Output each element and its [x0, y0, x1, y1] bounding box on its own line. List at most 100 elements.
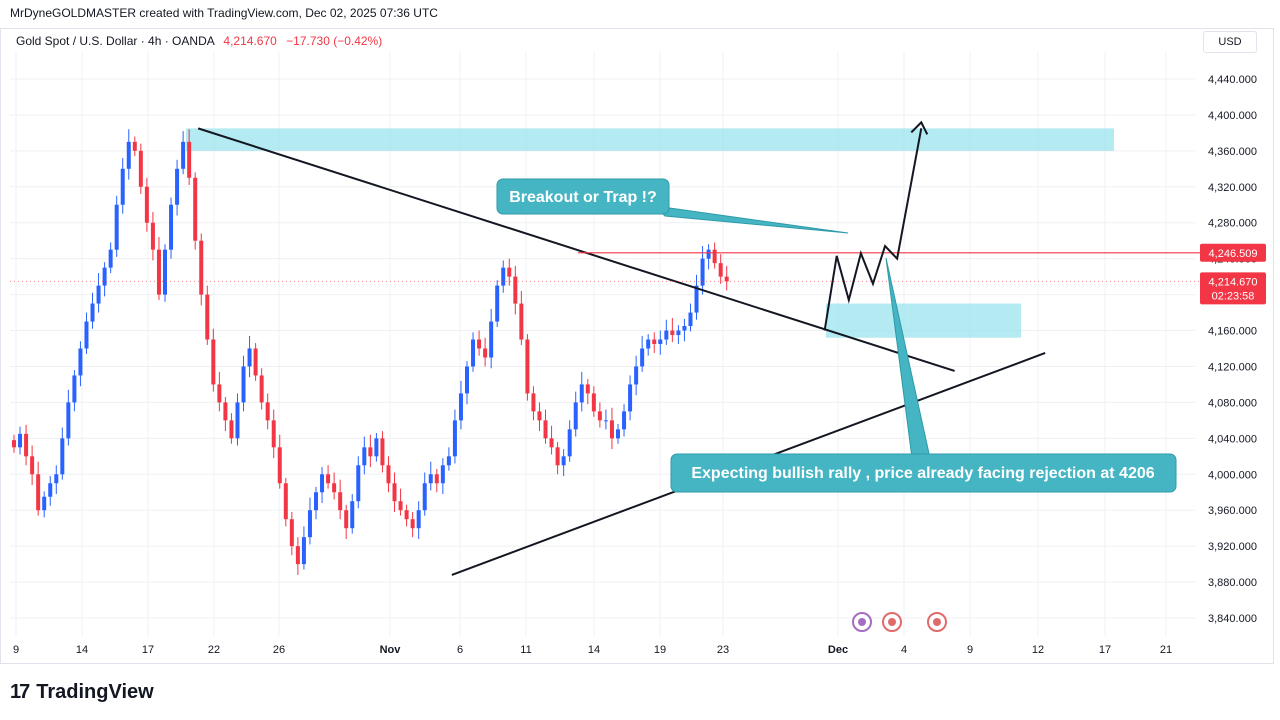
candle-body: [126, 141, 131, 169]
y-tick-label: 4,040.000: [1208, 433, 1257, 445]
candle-body: [241, 366, 246, 403]
candle-body: [458, 393, 463, 421]
x-tick-label: 14: [588, 644, 600, 656]
candle-body: [471, 339, 476, 367]
callout-top-pointer: [653, 205, 849, 234]
candle-body: [175, 168, 180, 205]
candle-body: [205, 294, 210, 340]
candle-body: [54, 474, 59, 484]
candle-body: [132, 141, 137, 151]
candle-body: [193, 177, 198, 241]
candle-body: [144, 186, 149, 223]
callout-top-text: Breakout or Trap !?: [509, 189, 657, 206]
x-tick-label: 12: [1032, 644, 1044, 656]
candle-body: [271, 420, 276, 448]
x-tick-label: 9: [13, 644, 19, 656]
candle-body: [664, 330, 669, 340]
event-icon-dot: [858, 618, 866, 626]
candle-body: [640, 348, 645, 367]
candle-body: [78, 348, 83, 376]
candle-body: [579, 384, 584, 403]
candle-body: [452, 420, 457, 457]
candle-body: [489, 321, 494, 358]
descending-trendline: [197, 127, 955, 372]
event-icon-dot: [933, 618, 941, 626]
candle-body: [326, 474, 331, 484]
candle-body: [507, 267, 512, 277]
x-tick-label: 26: [273, 644, 285, 656]
tradingview-logo[interactable]: 17 TradingView: [10, 681, 154, 704]
y-tick-label: 4,080.000: [1208, 397, 1257, 409]
symbol-legend[interactable]: Gold Spot / U.S. Dollar · 4h · OANDA 4,2…: [16, 34, 382, 48]
candle-body: [24, 433, 29, 457]
candle-body: [138, 150, 143, 187]
candle-body: [247, 348, 252, 367]
candle-body: [350, 501, 355, 529]
y-tick-label: 4,280.000: [1208, 218, 1257, 230]
chart-credit: MrDyneGOLDMASTER created with TradingVie…: [10, 6, 438, 20]
candle-body: [682, 326, 687, 331]
candle-body: [622, 411, 627, 430]
candle-body: [295, 546, 300, 565]
candle-body: [163, 249, 167, 295]
candle-body: [12, 440, 16, 448]
currency-button[interactable]: USD: [1203, 31, 1257, 53]
candle-body: [531, 393, 536, 412]
candle-body: [465, 366, 469, 394]
candle-body: [356, 465, 361, 502]
candle-body: [156, 249, 161, 295]
candle-body: [277, 447, 282, 484]
candle-body: [338, 492, 343, 511]
symbol-name: Gold Spot / U.S. Dollar · 4h · OANDA: [16, 34, 215, 48]
candle-body: [362, 447, 367, 466]
x-tick-label: 14: [76, 644, 88, 656]
candle-body: [567, 429, 572, 457]
y-tick-label: 4,160.000: [1208, 326, 1257, 338]
candle-body: [410, 519, 415, 529]
candle-body: [422, 483, 427, 511]
candle-body: [18, 433, 23, 448]
candle-body: [525, 339, 530, 394]
candle-body: [386, 465, 391, 484]
y-tick-label: 4,360.000: [1208, 146, 1257, 158]
y-tick-label: 4,000.000: [1208, 469, 1257, 481]
x-tick-label: 4: [901, 644, 907, 656]
candle-body: [307, 510, 312, 538]
candle-body: [320, 474, 325, 493]
chart-frame: [0, 28, 1274, 664]
candle-body: [114, 204, 119, 250]
candle-body: [235, 402, 240, 439]
x-tick-label: 11: [520, 644, 531, 656]
candle-body: [187, 141, 192, 178]
candle-body: [90, 303, 95, 322]
candle-body: [84, 321, 89, 349]
candle-body: [718, 263, 723, 277]
supply-zone: [186, 128, 1114, 151]
candle-body: [60, 438, 65, 475]
candle-body: [265, 402, 270, 421]
y-tick-label: 3,920.000: [1208, 541, 1257, 553]
candle-body: [181, 141, 186, 169]
x-tick-label: 23: [717, 644, 729, 656]
candle-body: [380, 438, 385, 466]
candle-body: [211, 339, 216, 385]
candle-body: [96, 285, 101, 304]
candle-body: [42, 496, 47, 511]
x-tick-label: 17: [1099, 644, 1111, 656]
candle-body: [688, 312, 693, 327]
projection-path: [823, 128, 923, 331]
candle-body: [585, 384, 590, 394]
candle-body: [603, 420, 608, 422]
demand-zone: [826, 303, 1021, 338]
candle-body: [30, 456, 35, 475]
candle-body: [616, 429, 620, 439]
y-tick-label: 4,400.000: [1208, 110, 1257, 122]
candle-body: [700, 258, 705, 286]
callout-top-box: [496, 178, 670, 215]
candle-body: [519, 303, 524, 340]
candle-body: [537, 411, 542, 421]
candle-body: [374, 438, 379, 457]
x-tick-label: 17: [142, 644, 154, 656]
level-label: 4,246.509: [1209, 248, 1258, 260]
